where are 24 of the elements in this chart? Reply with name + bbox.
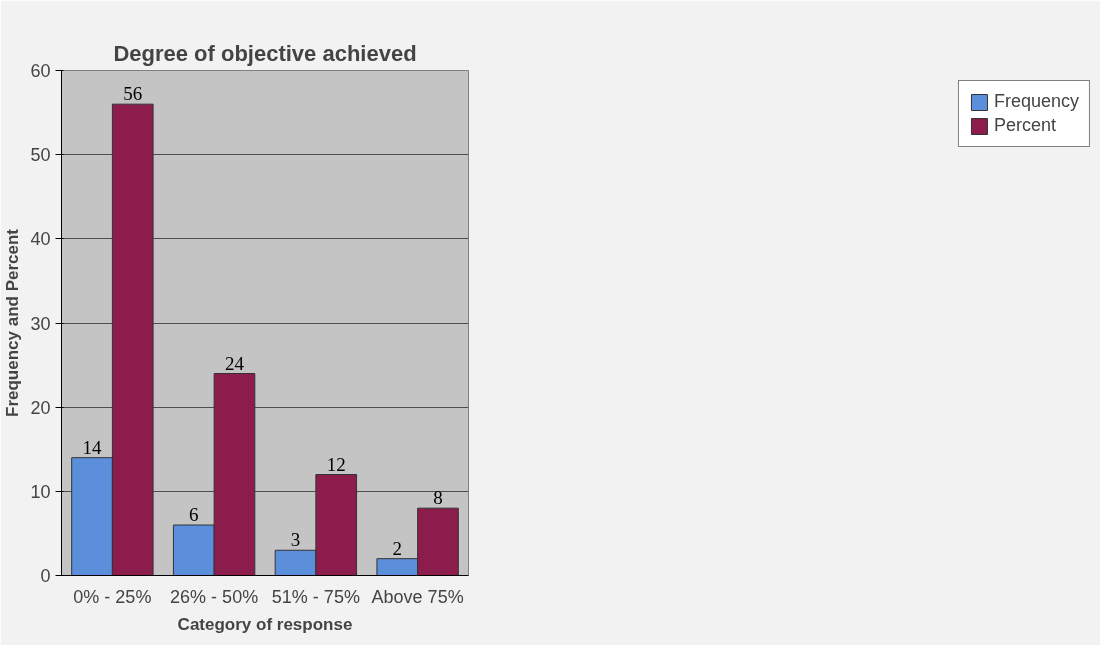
data-label: 14 (82, 436, 103, 458)
y-tick-label: 40 (30, 229, 51, 250)
x-tick-label: Above 75% (371, 586, 464, 607)
legend-label: Percent (993, 115, 1056, 136)
y-tick-label: 30 (30, 313, 51, 334)
x-tick-label: 26% - 50% (170, 586, 259, 607)
y-tick-label: 10 (30, 481, 51, 502)
x-tick-label: 0% - 25% (73, 586, 152, 607)
y-tick-label: 60 (30, 61, 51, 81)
data-label: 3 (290, 529, 301, 551)
y-tick-label: 20 (30, 397, 51, 418)
data-label: 56 (123, 83, 143, 105)
data-label: 8 (433, 487, 443, 509)
y-tick-label: 50 (30, 145, 51, 166)
data-label: 24 (224, 352, 245, 374)
chart-title: Degree of objective achieved (113, 40, 417, 66)
data-label: 6 (189, 504, 199, 525)
x-axis-title: Category of response (177, 614, 353, 634)
y-tick-label: 0 (40, 566, 51, 586)
x-tick-label: 51% - 75% (271, 586, 360, 607)
y-axis-title: Frequency and Percent (3, 228, 23, 417)
legend-label: Frequency (993, 91, 1079, 112)
data-label: 12 (326, 453, 346, 475)
data-label: 2 (392, 537, 403, 559)
